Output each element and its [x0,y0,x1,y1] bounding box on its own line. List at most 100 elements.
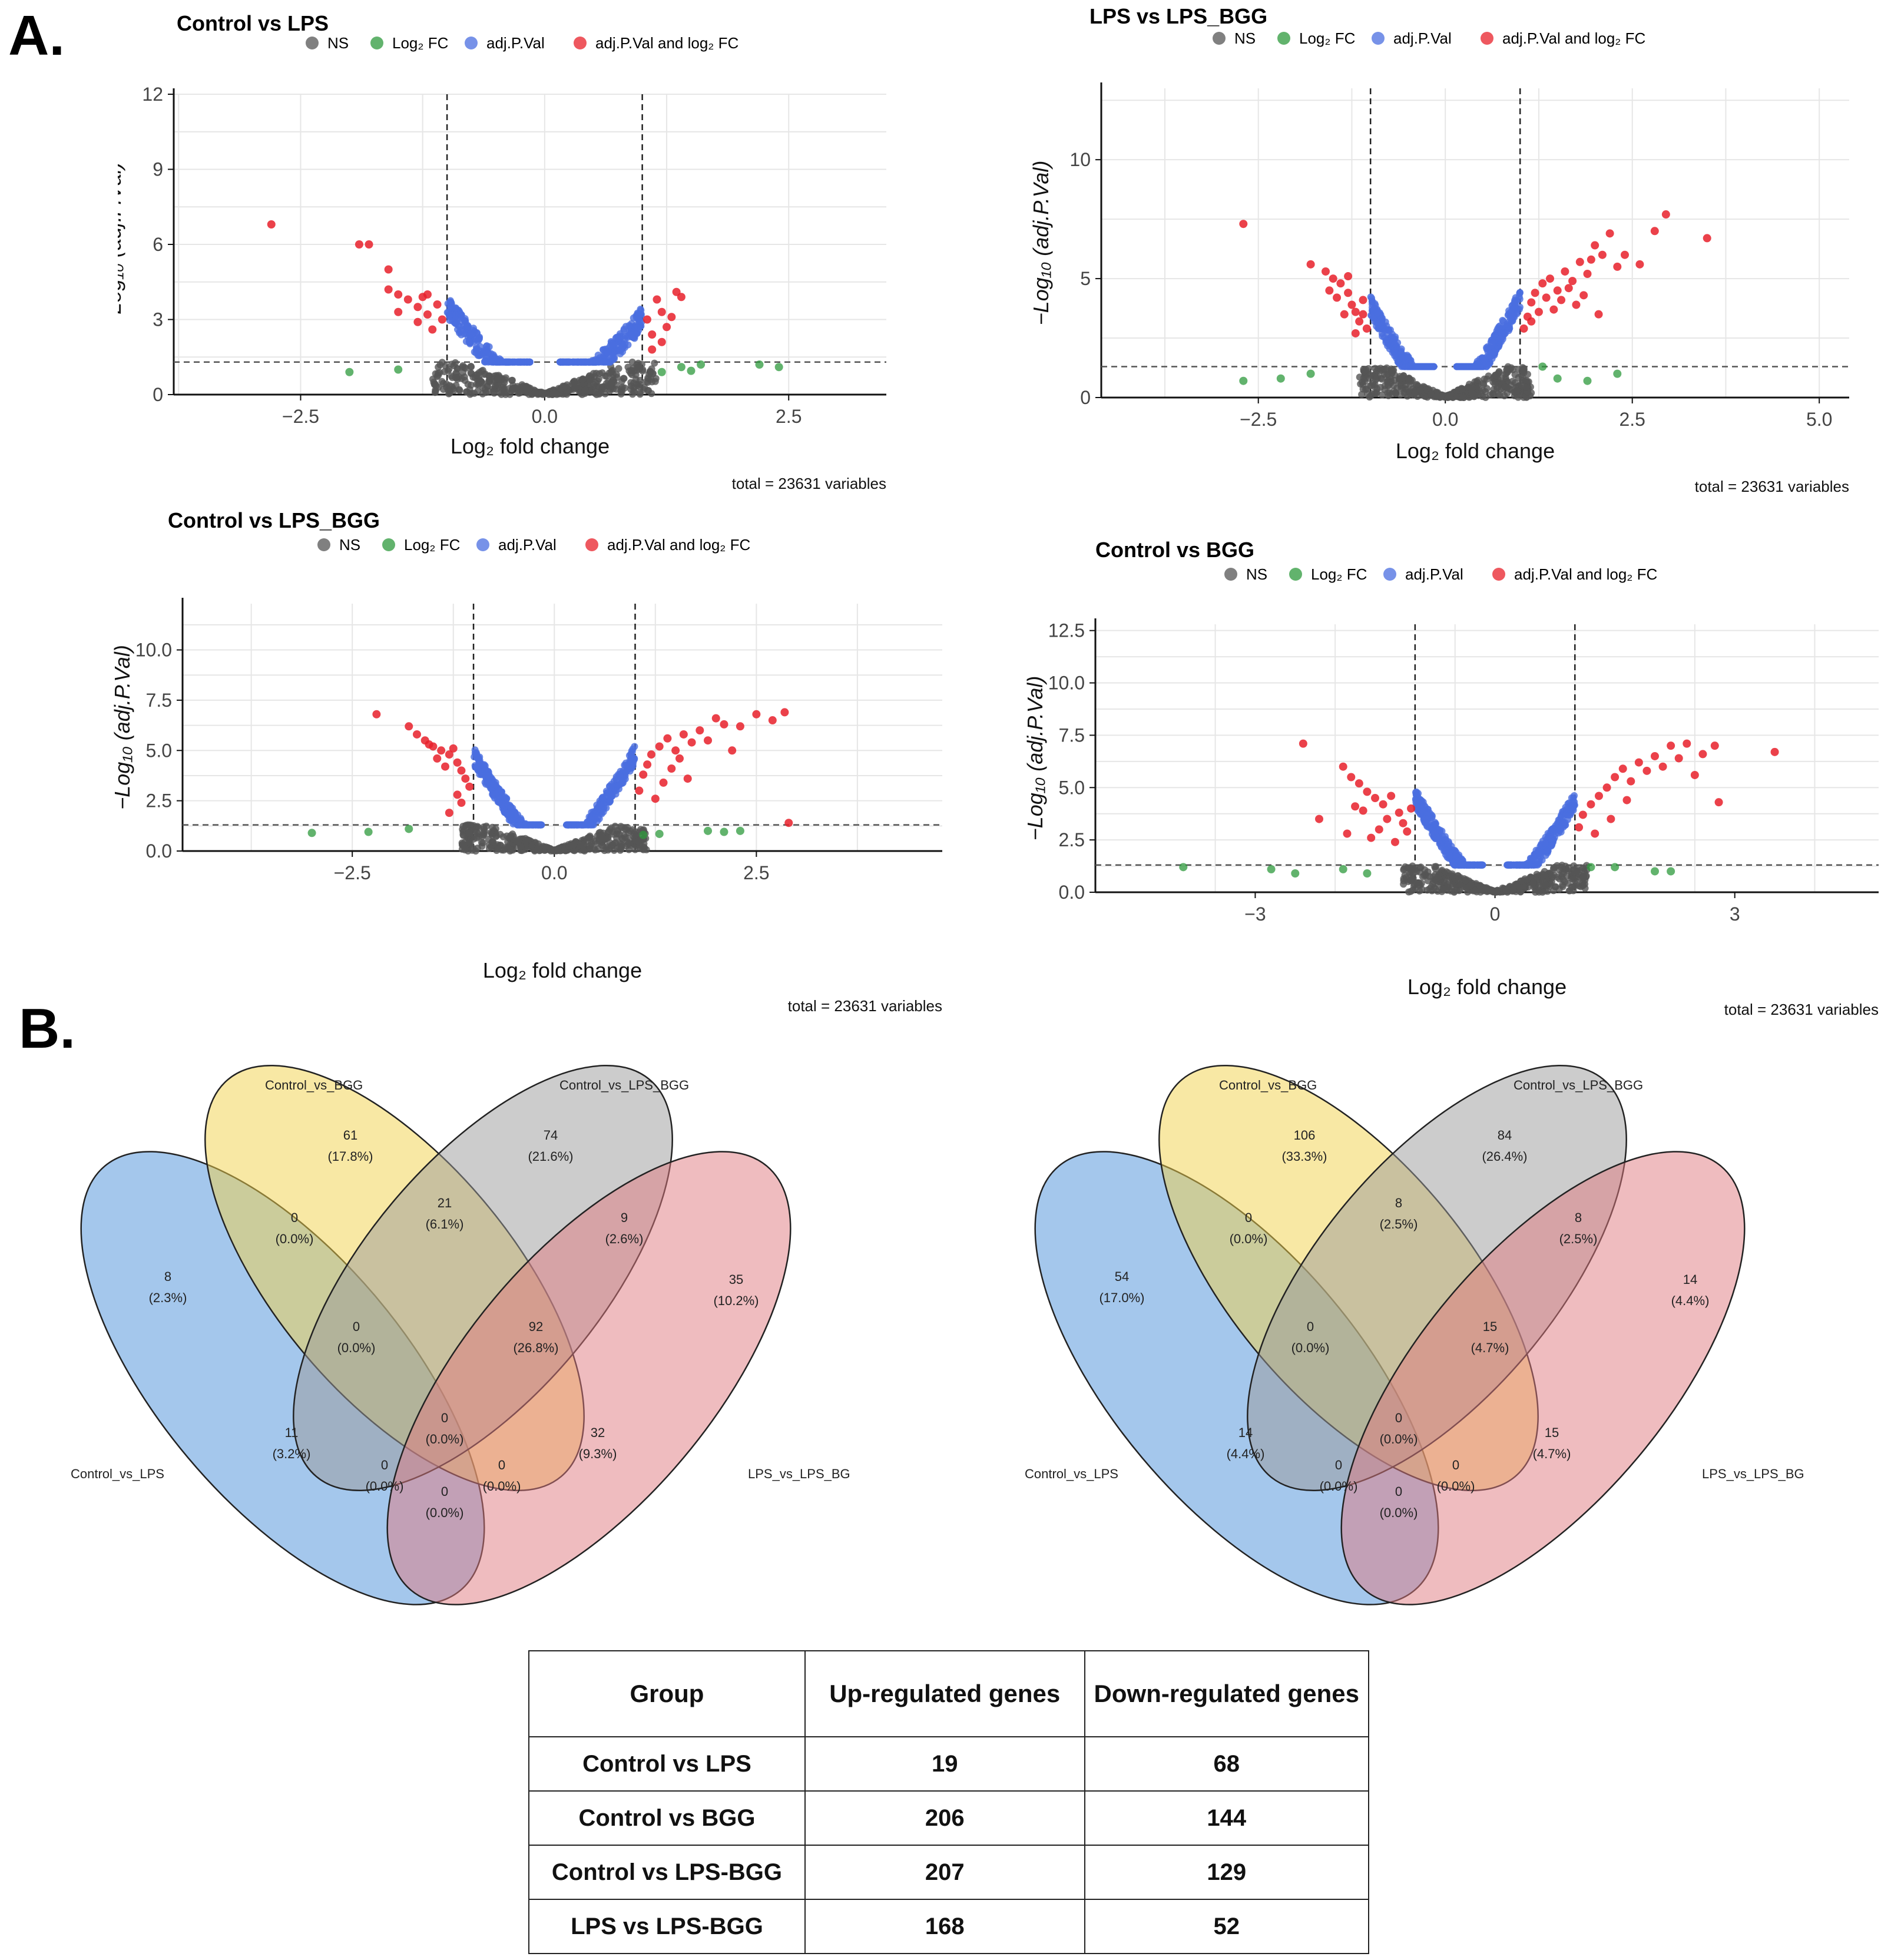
venn-region-count: 8 [164,1269,171,1284]
venn-region-count: 21 [438,1196,452,1210]
adjp-point [602,358,610,366]
venn-region-count: 0 [1335,1458,1342,1472]
sig-point [1634,758,1643,767]
adjp-point [453,319,461,326]
ns-point [643,378,650,386]
ns-point [1492,371,1499,379]
ns-point [516,389,524,396]
adjp-point [578,358,585,366]
ns-point [462,822,470,830]
set-label-control-vs-bgg: Control_vs_BGG [265,1078,363,1092]
ns-point [1502,383,1509,391]
ns-point [1434,874,1442,882]
venn-region-percent: (6.1%) [426,1217,464,1231]
sig-point [1613,262,1622,271]
ns-point [1411,389,1419,397]
ns-point [1413,380,1420,388]
venn-region-count: 15 [1545,1425,1559,1440]
sig-point [1390,837,1399,846]
set-label-lps-vs-lps-bg: LPS_vs_LPS_BG [748,1466,850,1481]
adjp-point [516,821,524,829]
venn-region-count: 0 [498,1458,505,1472]
fc-point [307,829,316,837]
table-row: LPS vs LPS-BGG 168 52 [528,1899,1370,1954]
fc-point [1538,362,1547,371]
x-tick-label: 2.5 [743,862,769,883]
ns-point [492,833,500,840]
ns-point [1444,880,1452,888]
sig-point [1651,751,1659,760]
sig-point [355,240,363,249]
ns-point [624,835,631,842]
fc-point [677,363,685,372]
volcano-plot-control-vs-bgg: Control vs BGG NS Log₂ FC adj.P.Val adj.P.Va… [1023,538,1879,1018]
adjp-point [1569,794,1577,802]
sig-point [1690,770,1699,779]
table-row: Control vs LPS-BGG 207 129 [528,1845,1370,1900]
sig-point [405,722,413,731]
sig-point [441,762,450,771]
ns-point [1509,378,1516,385]
adjp-point [1498,333,1506,340]
sig-point [1607,815,1615,823]
ns-point [1533,870,1541,878]
sig-point [1627,777,1635,786]
table-row: Control vs LPS 19 68 [528,1736,1370,1792]
ns-point [1496,391,1503,399]
sig-point [365,240,373,249]
ns-point [1493,888,1501,896]
sig-point [683,774,692,783]
ns-point [448,372,455,380]
sig-point [667,764,676,773]
sig-point [1703,234,1711,243]
legend-label-log2fc: Log₂ FC [392,34,448,52]
legend-swatch-ns [317,538,330,551]
sig-point [1343,829,1352,838]
adjp-point [1471,363,1478,370]
sig-point [1602,783,1611,792]
ns-point [634,363,641,371]
ns-point [494,845,502,853]
x-axis-label: Log₂ fold change [1396,439,1555,463]
total-variables-label: total = 23631 variables [1724,1001,1879,1018]
adjp-point [1369,314,1377,322]
sig-point [1387,792,1396,800]
sig-point [384,285,393,294]
ns-point [1409,875,1416,883]
sig-point [1363,787,1372,796]
sig-point [671,746,680,755]
x-axis-label: Log₂ fold change [1408,975,1567,999]
sig-point [1674,754,1683,763]
ns-point [547,846,555,854]
ns-point [605,827,612,835]
ns-point [1440,885,1448,893]
ns-point [625,367,633,375]
venn-region-count: 11 [285,1425,299,1440]
sig-point [1362,324,1371,333]
sig-point [457,766,466,775]
y-tick-label: 3 [153,309,163,330]
venn-region-percent: (21.6%) [528,1149,573,1164]
adjp-point [1437,836,1445,844]
chart-title: LPS vs LPS_BGG [1089,4,1267,28]
ns-point [1366,393,1373,401]
venn-region-percent: (0.0%) [1291,1340,1330,1355]
adjp-point [468,331,476,339]
adjp-point [480,348,488,356]
ns-point [629,826,637,833]
venn-region-count: 0 [1245,1210,1252,1225]
adjp-point [1494,325,1502,333]
ns-point [552,389,559,397]
x-tick-label: 2.5 [776,406,802,427]
sig-point [1355,779,1363,788]
adjp-point [559,358,567,366]
ns-point [1377,365,1385,372]
adjp-point [616,771,624,779]
x-tick-label: 5.0 [1806,409,1832,430]
adjp-point [446,317,453,325]
venn-region-percent: (0.0%) [276,1231,314,1246]
fc-point [1587,863,1595,872]
venn-region-percent: (0.0%) [426,1505,464,1520]
